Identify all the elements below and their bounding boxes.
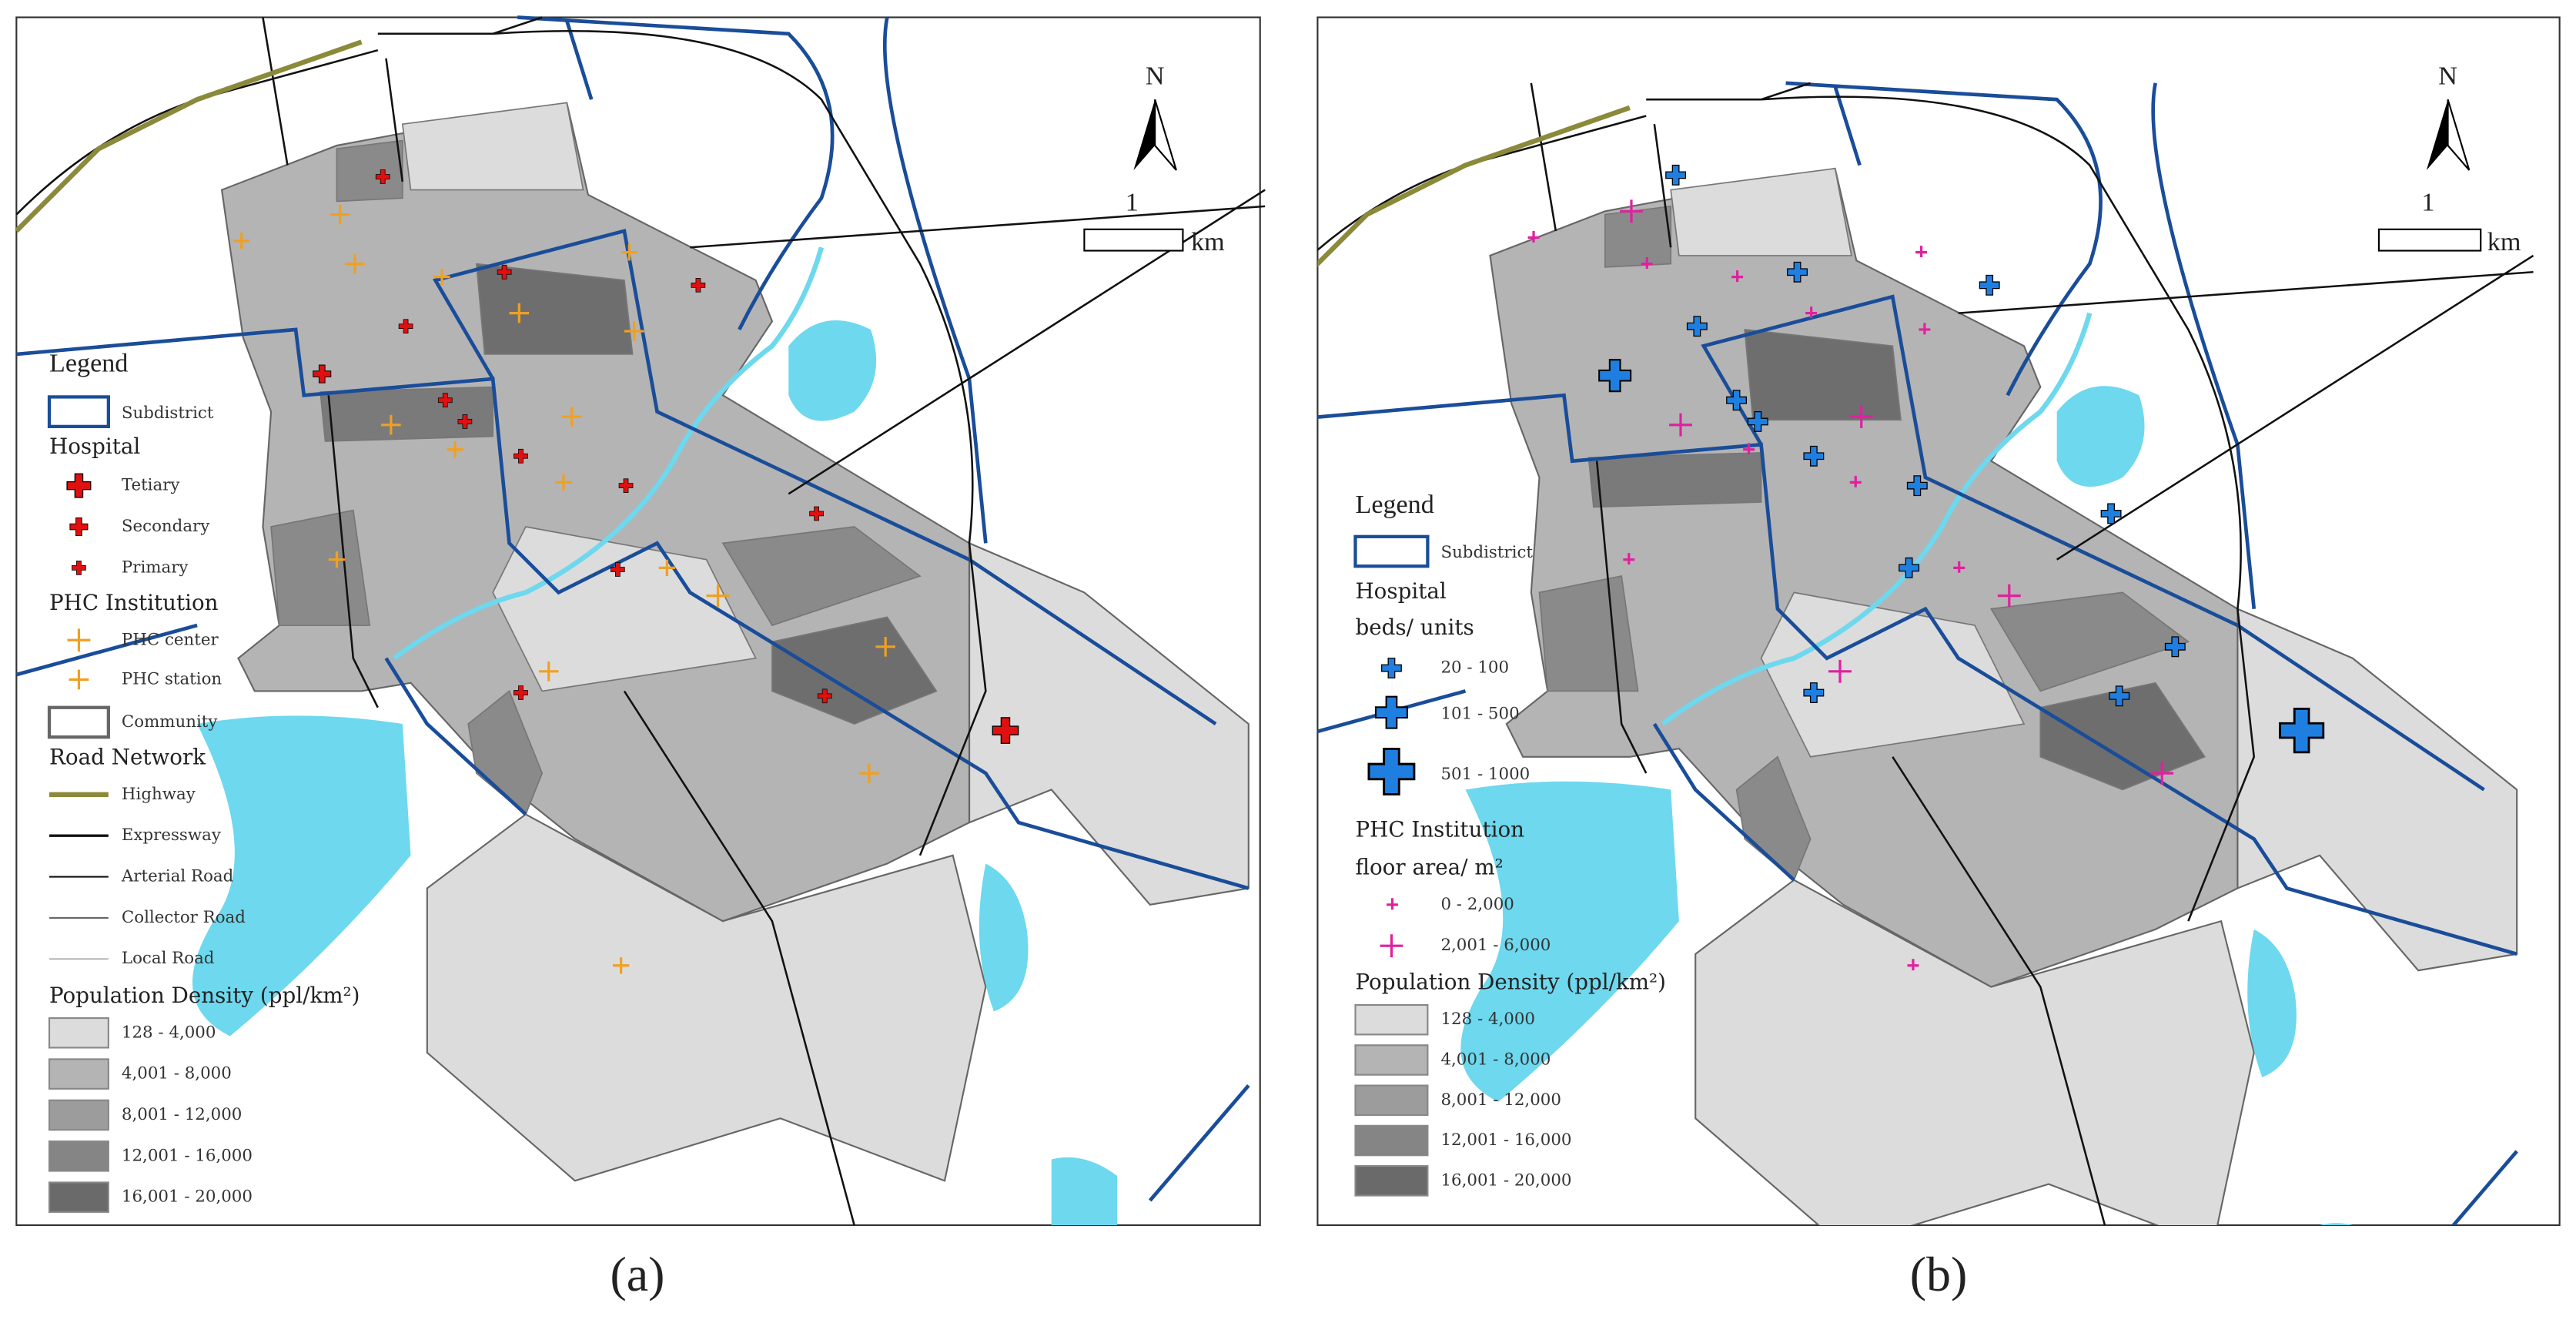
scale-unit: km (2487, 228, 2521, 256)
legend-heading: Hospital (49, 434, 140, 459)
legend-heading: Population Density (ppl/km²) (1355, 970, 1665, 995)
density-swatch (48, 1140, 109, 1172)
legend-heading: PHC Institution (1355, 816, 1524, 842)
legend-item: 8,001 - 12,000 (122, 1105, 242, 1124)
scale-value: 1 (2421, 189, 2434, 217)
legend-item: Secondary (122, 517, 209, 536)
north-label: N (1146, 62, 1165, 90)
legend-item: Subdistrict (1440, 543, 1533, 562)
legend-item: 20 - 100 (1440, 658, 1509, 678)
legend-symbols (1380, 898, 1403, 958)
scale-unit: km (1191, 228, 1225, 256)
caption: (a) (610, 1247, 664, 1301)
legend-item: Subdistrict (122, 404, 214, 423)
north-label: N (2438, 62, 2457, 90)
legend-item: 101 - 500 (1440, 704, 1519, 723)
scale-bar (1083, 228, 1184, 252)
legend-item: PHC station (122, 669, 222, 688)
legend-item: 128 - 4,000 (122, 1023, 216, 1042)
legend-item: Collector Road (122, 908, 246, 927)
legend-title: Legend (1355, 491, 1434, 519)
legend-a: Legend Subdistrict Hospital Tetiary Seco… (47, 350, 360, 1213)
legend-item: 128 - 4,000 (1440, 1010, 1535, 1029)
legend-heading: PHC Institution (49, 590, 219, 615)
legend-item: Expressway (122, 826, 221, 845)
legend-item: 8,001 - 12,000 (1440, 1090, 1561, 1110)
legend-item: 16,001 - 20,000 (122, 1187, 253, 1207)
density-swatch (1354, 1084, 1429, 1117)
phc-markers (1527, 199, 2174, 971)
density-swatch (1354, 1124, 1429, 1157)
legend-symbols (67, 628, 91, 690)
caption: (b) (1910, 1247, 1968, 1301)
scale-value: 1 (1126, 189, 1139, 217)
legend-swatch (1353, 534, 1430, 568)
density-swatch (48, 1099, 109, 1131)
legend-subheading: beds/ units (1355, 615, 1474, 640)
legend-item: 12,001 - 16,000 (122, 1146, 253, 1165)
scale-bar (2377, 228, 2482, 252)
legend-heading: Population Density (ppl/km²) (49, 983, 360, 1008)
legend-item: 4,001 - 8,000 (1440, 1050, 1551, 1069)
density-swatch (1354, 1165, 1429, 1197)
density-swatch (1354, 1003, 1429, 1036)
legend-item: Primary (122, 558, 189, 577)
legend-item: 16,001 - 20,000 (1440, 1171, 1571, 1190)
density-swatch (48, 1181, 109, 1213)
legend-item: PHC center (122, 630, 219, 649)
legend-heading: Hospital (1355, 578, 1446, 604)
legend-b: Legend Subdistrict Hospital beds/ units … (1353, 491, 1666, 1197)
legend-item: 2,001 - 6,000 (1440, 936, 1551, 955)
legend-item: Local Road (122, 949, 215, 968)
legend-item: Highway (122, 785, 196, 804)
legend-item: Arterial Road (121, 867, 234, 886)
legend-item: 0 - 2,000 (1440, 895, 1514, 914)
density-swatch (48, 1058, 109, 1090)
legend-swatch (47, 705, 110, 739)
legend-subheading: floor area/ m² (1355, 854, 1503, 879)
legend-item: 12,001 - 16,000 (1440, 1130, 1571, 1150)
north-arrow: N (1133, 62, 1177, 171)
legend-item: 4,001 - 8,000 (122, 1064, 232, 1084)
legend-swatch (47, 395, 110, 428)
density-classes: 128 - 4,000 4,001 - 8,000 8,001 - 12,000 12… (48, 1017, 253, 1213)
density-swatch (1354, 1044, 1429, 1076)
legend-item: Tetiary (122, 476, 180, 495)
density-classes: 128 - 4,000 4,001 - 8,000 8,001 - 12,000 12… (1354, 1003, 1571, 1197)
density-swatch (48, 1017, 109, 1049)
phc-markers (233, 204, 895, 974)
legend-title: Legend (49, 350, 128, 378)
legend-item: 501 - 1000 (1440, 765, 1530, 784)
legend-heading: Road Network (49, 744, 206, 769)
legend-item: Community (122, 712, 218, 732)
